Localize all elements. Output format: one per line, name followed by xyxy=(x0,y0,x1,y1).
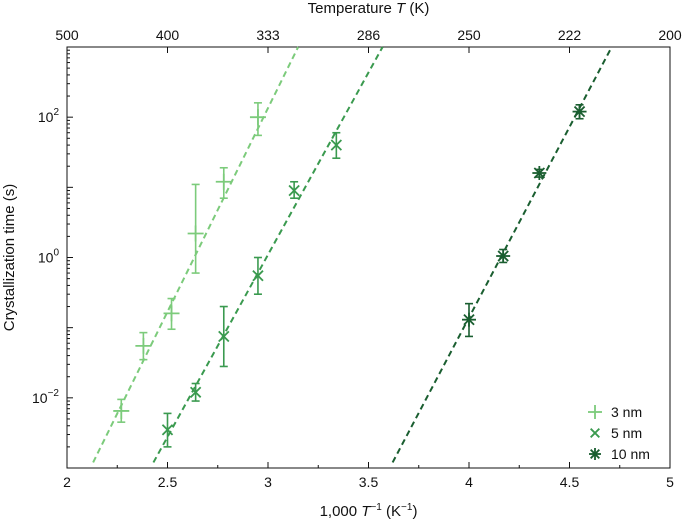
marker xyxy=(215,173,232,190)
x-tick-label: 4 xyxy=(465,474,473,490)
marker xyxy=(187,225,204,242)
y-tick-label: 10−2 xyxy=(32,388,59,406)
marker xyxy=(163,305,180,322)
x-axis-title: 1,000 T−1 (K−1) xyxy=(320,502,418,520)
data-points xyxy=(113,102,587,448)
x-tick-label: 2 xyxy=(63,474,71,490)
marker xyxy=(588,405,602,419)
y-axis-ticks: 10−2 100 102 xyxy=(32,49,73,469)
marker xyxy=(189,386,202,398)
top-tick-label: 250 xyxy=(457,27,481,43)
x-tick-label: 3.5 xyxy=(359,474,379,490)
legend-label: 5 nm xyxy=(611,425,642,441)
marker xyxy=(589,448,601,460)
x-axis-ticks: 2 2.5 3 3.5 4 4.5 5 xyxy=(63,462,674,490)
marker xyxy=(572,104,587,119)
x-tick-label: 2.5 xyxy=(158,474,178,490)
top-tick-label: 222 xyxy=(558,27,582,43)
y-tick-label: 102 xyxy=(38,107,60,125)
x-tick-label: 5 xyxy=(666,474,674,490)
marker xyxy=(249,109,266,126)
top-axis-title: Temperature T (K) xyxy=(308,0,430,17)
top-tick-label: 333 xyxy=(256,27,280,43)
marker xyxy=(590,428,600,438)
marker xyxy=(496,249,511,264)
x-tick-label: 3 xyxy=(264,474,272,490)
top-axis-ticks: 500 400 333 286 250 222 200 xyxy=(55,27,682,53)
marker xyxy=(113,402,130,419)
marker xyxy=(161,424,174,436)
marker xyxy=(462,312,476,327)
top-tick-label: 200 xyxy=(658,27,682,43)
marker xyxy=(252,270,264,282)
fit-line xyxy=(152,46,384,463)
top-tick-label: 400 xyxy=(156,27,180,43)
y-tick-label: 100 xyxy=(38,248,60,266)
marker xyxy=(135,337,152,354)
marker xyxy=(288,184,300,197)
x-tick-label: 4.5 xyxy=(560,474,580,490)
fit-lines xyxy=(92,46,613,463)
legend-label: 10 nm xyxy=(611,446,650,462)
top-tick-label: 286 xyxy=(357,27,381,43)
top-tick-label: 500 xyxy=(55,27,79,43)
y-axis-title: Crystallization time (s) xyxy=(1,184,18,332)
legend-label: 3 nm xyxy=(611,404,642,420)
marker xyxy=(532,166,547,181)
marker xyxy=(330,139,343,151)
legend: 3 nm 5 nm 10 nm xyxy=(588,404,650,462)
marker xyxy=(218,330,230,343)
